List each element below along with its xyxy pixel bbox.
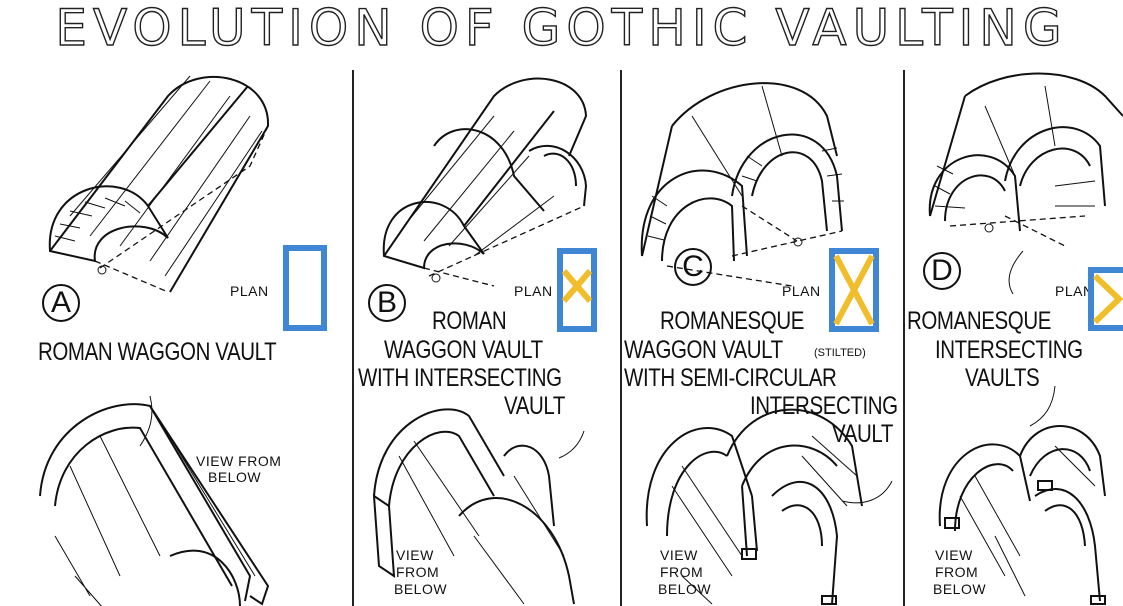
panel-caption: ROMAN WAGGON VAULT: [38, 338, 277, 366]
panel-caption: ROMANESQUE: [907, 307, 1051, 335]
panel-caption: WITH INTERSECTING: [358, 364, 562, 392]
plan-diagram: [1088, 267, 1123, 331]
panel-letter: D: [923, 252, 961, 290]
view-from-below-label: BELOW: [658, 581, 712, 597]
panel-caption: INTERSECTING: [750, 392, 898, 420]
plan-label: PLAN: [514, 283, 553, 299]
stilted-note: (STILTED): [814, 347, 866, 359]
panel-letter: A: [42, 284, 80, 322]
semi-circular-vault-drawing: [640, 82, 893, 605]
plan-diagram: [557, 248, 597, 332]
view-from-below-label: BELOW: [394, 581, 448, 597]
panel-b: B PLAN ROMAN WAGGON VAULT WITH INTERSECT…: [354, 56, 620, 606]
panel-a: A PLAN ROMAN WAGGON VAULT VIEW FROM BELO…: [0, 56, 352, 606]
view-from-below-label: VIEW: [660, 547, 698, 563]
view-from-below-label: VIEW: [396, 547, 434, 563]
plan-diagram: [829, 248, 879, 332]
view-from-below-label: FROM: [660, 564, 704, 580]
plan-label: PLAN: [782, 283, 821, 299]
view-from-below-label: VIEW FROM: [196, 453, 282, 469]
panel-caption: WAGGON VAULT: [624, 336, 783, 364]
intersecting-vault-drawing: [372, 77, 588, 605]
panel-c: C PLAN ROMANESQUE WAGGON VAULT (STILTED)…: [622, 56, 903, 606]
panel-caption: ROMANESQUE: [660, 307, 804, 335]
waggon-vault-drawing: [39, 75, 270, 606]
panel-caption: VAULT: [832, 420, 893, 448]
plan-label: PLAN: [230, 283, 269, 299]
panel-caption: ROMAN: [432, 307, 507, 335]
view-from-below-label: BELOW: [933, 581, 987, 597]
panel-caption: WITH SEMI-CIRCULAR: [624, 364, 837, 392]
plan-diagram: [283, 245, 327, 331]
view-from-below-label: VIEW: [935, 547, 973, 563]
panel-caption: VAULTS: [965, 364, 1040, 392]
plan-label: PLAN: [1055, 283, 1094, 299]
panel-divider: [352, 70, 354, 606]
panel-d: D PLAN ROMANESQUE INTERSECTING VAULTS VI…: [905, 56, 1123, 606]
panel-caption: INTERSECTING: [935, 336, 1083, 364]
view-from-below-label: BELOW: [208, 469, 262, 485]
panel-divider: [620, 70, 622, 606]
view-from-below-label: FROM: [396, 564, 440, 580]
view-from-below-label: FROM: [935, 564, 979, 580]
panel-letter: B: [368, 284, 406, 322]
panel-caption: VAULT: [504, 392, 565, 420]
panel-caption: WAGGON VAULT: [384, 336, 543, 364]
panel-letter: C: [674, 248, 712, 286]
intersecting-vaults-drawing: [928, 72, 1123, 605]
panel-divider: [903, 70, 905, 606]
page-title: EVOLUTION OF GOTHIC VAULTING: [55, 0, 1068, 57]
